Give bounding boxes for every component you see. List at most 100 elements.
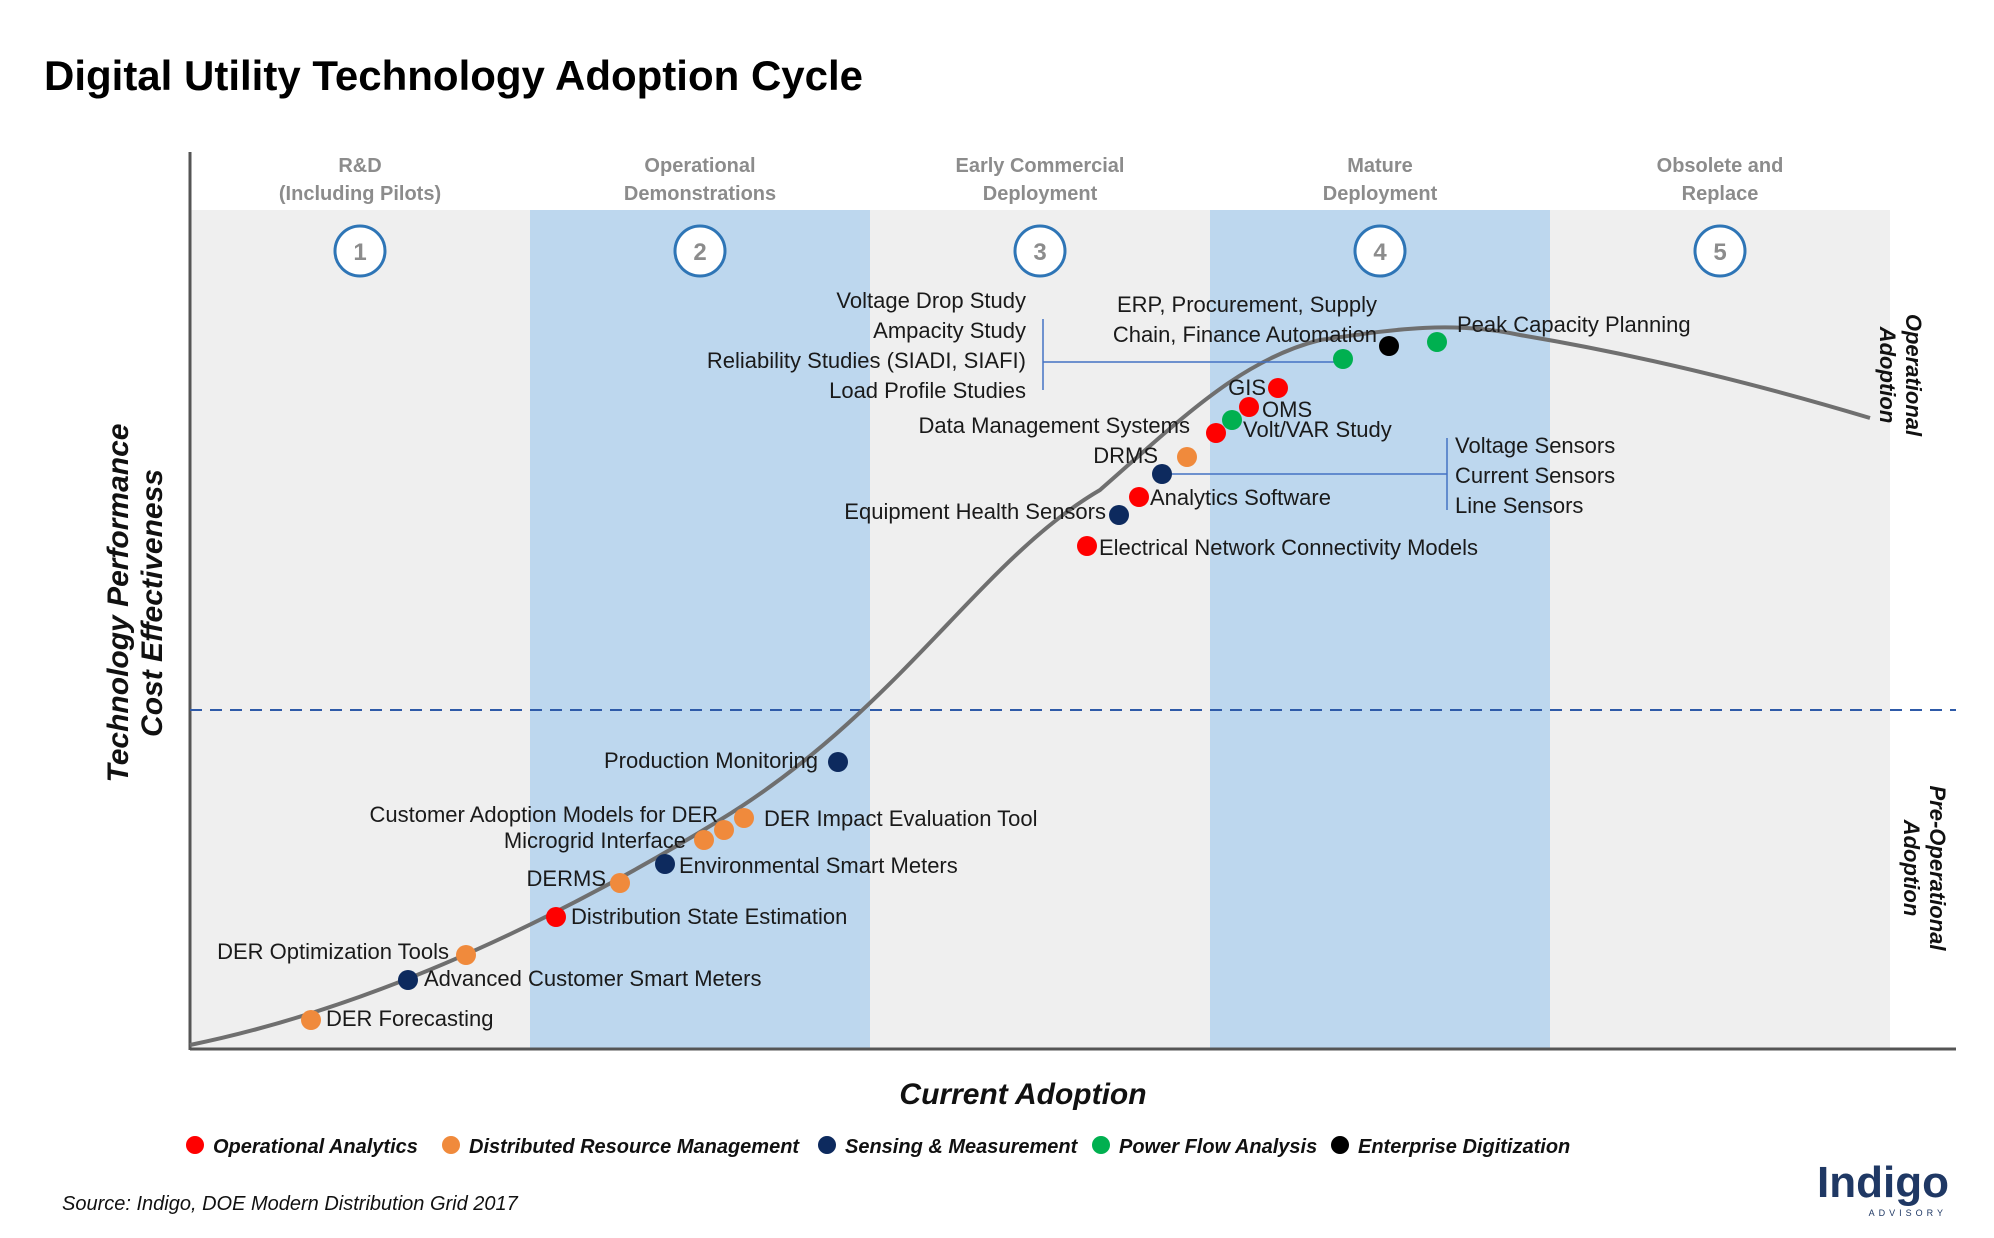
phase-2-circle [673, 224, 727, 278]
point-erp-procurement-supply-chain-finance-aut [1379, 336, 1399, 356]
point-advanced-customer-smart-meters [398, 970, 418, 990]
point-der-optimization-tools [456, 945, 476, 965]
label-oms: OMS [1262, 397, 1312, 422]
source-note: Source: Indigo, DOE Modern Distribution … [62, 1193, 519, 1215]
label-reliability: Reliability Studies (SIADI, SIAFI) [707, 348, 1026, 373]
phase-2-label-line1: Operational [644, 155, 755, 177]
phase-5-label-line1: Obsolete and [1657, 155, 1784, 177]
phase-3-circle [1013, 224, 1067, 278]
phase-4-label-line1: Mature [1347, 155, 1413, 177]
legend-pfa-marker [1092, 1136, 1110, 1154]
legend-oa-marker [186, 1136, 204, 1154]
label-gis: GIS [1228, 375, 1266, 400]
label-line-sensors: Line Sensors [1455, 493, 1583, 518]
operational-adoption-label: Operational Adoption [1875, 314, 1926, 437]
phase-1-background [190, 210, 530, 1048]
label-drms: DRMS [1093, 443, 1158, 468]
x-axis-title: Current Adoption [899, 1078, 1146, 1111]
point-peak-capacity-planning [1427, 332, 1447, 352]
point-environmental-smart-meters [655, 854, 675, 874]
point-customer-adoption-models-for-der [714, 820, 734, 840]
point-oms [1239, 397, 1259, 417]
phase-3-background [870, 210, 1210, 1048]
label-current-sensors: Current Sensors [1455, 463, 1615, 488]
point-derms [610, 873, 630, 893]
label-der-opt: DER Optimization Tools [217, 939, 449, 964]
label-load-profile: Load Profile Studies [829, 378, 1026, 403]
label-voltage-drop: Voltage Drop Study [836, 288, 1026, 313]
label-dse: Distribution State Estimation [571, 904, 847, 929]
phase-4-circle [1353, 224, 1407, 278]
phase-1-label-line1: R&D [338, 155, 381, 177]
y-axis-title: Technology Performance Cost Effectivenes… [102, 424, 169, 783]
phase-labels: R&D (Including Pilots) 1 Operational Demonst… [279, 155, 1784, 278]
label-adv-meters: Advanced Customer Smart Meters [424, 966, 761, 991]
point-der-forecasting [301, 1010, 321, 1030]
point-gis [1268, 378, 1288, 398]
phase-3-number: 3 [1033, 239, 1046, 266]
legend-sm-marker [818, 1136, 836, 1154]
pre-operational-adoption-label: Pre-Operational Adoption [1899, 785, 1950, 951]
label-cust-adoption: Customer Adoption Models for DER [370, 802, 719, 827]
legend-sm-label: Sensing & Measurement [845, 1136, 1079, 1158]
label-der-impact: DER Impact Evaluation Tool [764, 806, 1038, 831]
point-volt-var-study [1222, 410, 1242, 430]
phase-1-label-line2: (Including Pilots) [279, 183, 441, 205]
label-ehs: Equipment Health Sensors [844, 499, 1106, 524]
phase-3-label-line2: Deployment [983, 183, 1098, 205]
label-voltage-sensors: Voltage Sensors [1455, 433, 1615, 458]
phase-2-number: 2 [693, 239, 706, 266]
label-analytics: Analytics Software [1150, 485, 1331, 510]
legend-ed-marker [1331, 1136, 1349, 1154]
legend-drm-marker [442, 1136, 460, 1154]
point-drms [1177, 447, 1197, 467]
legend-drm-label: Distributed Resource Management [469, 1136, 800, 1158]
point-production-monitoring [828, 752, 848, 772]
operational-line2: Adoption [1875, 326, 1900, 424]
label-derms: DERMS [527, 866, 606, 891]
label-encm: Electrical Network Connectivity Models [1099, 535, 1478, 560]
chart-title: Digital Utility Technology Adoption Cycl… [44, 52, 863, 99]
point-microgrid-interface [694, 830, 714, 850]
point-analytics-software [1129, 487, 1149, 507]
point-der-impact-evaluation-tool [734, 808, 754, 828]
operational-line1: Operational [1901, 314, 1926, 437]
label-env-meters: Environmental Smart Meters [679, 853, 958, 878]
phase-5-label-line2: Replace [1682, 183, 1759, 205]
legend-oa-label: Operational Analytics [213, 1136, 418, 1158]
point-equipment-health-sensors [1109, 505, 1129, 525]
pre-operational-line1: Pre-Operational [1925, 785, 1950, 951]
y-axis-title-line2: Cost Effectiveness [136, 469, 169, 737]
label-microgrid: Microgrid Interface [504, 828, 686, 853]
point-voltage-drop-study-ampacity-study-reliab [1333, 349, 1353, 369]
phase-2-label-line2: Demonstrations [624, 183, 776, 205]
phase-2-background [530, 210, 870, 1048]
phase-5-number: 5 [1713, 239, 1726, 266]
legend-ed-label: Enterprise Digitization [1358, 1136, 1570, 1158]
point-distribution-state-estimation [546, 907, 566, 927]
legend: Operational Analytics Distributed Resourc… [186, 1136, 1570, 1158]
phase-3-label-line1: Early Commercial [956, 155, 1125, 177]
y-axis-title-line1: Technology Performance [102, 424, 135, 783]
point-data-management-systems [1206, 423, 1226, 443]
data-points [301, 332, 1447, 1030]
phase-1-circle [333, 224, 387, 278]
label-voltvar: Volt/VAR Study [1243, 417, 1392, 442]
point-electrical-network-connectivity-models [1077, 536, 1097, 556]
brand-subtitle: ADVISORY [1869, 1208, 1947, 1218]
phase-1-number: 1 [353, 239, 366, 266]
label-erp-line2: Chain, Finance Automation [1113, 322, 1377, 347]
legend-pfa-label: Power Flow Analysis [1119, 1136, 1317, 1158]
label-prod-mon: Production Monitoring [604, 748, 818, 773]
annotations: DER Forecasting Advanced Customer Smart … [217, 288, 1691, 1031]
label-ampacity: Ampacity Study [873, 318, 1026, 343]
phase-5-circle [1693, 224, 1747, 278]
phase-4-label-line2: Deployment [1323, 183, 1438, 205]
label-peak: Peak Capacity Planning [1457, 312, 1691, 337]
label-dms: Data Management Systems [919, 413, 1190, 438]
label-der-forecasting: DER Forecasting [326, 1006, 494, 1031]
point-voltage-sensors-current-sensors-line-sen [1152, 464, 1172, 484]
pre-operational-line2: Adoption [1899, 819, 1924, 917]
phase-4-number: 4 [1373, 239, 1387, 266]
